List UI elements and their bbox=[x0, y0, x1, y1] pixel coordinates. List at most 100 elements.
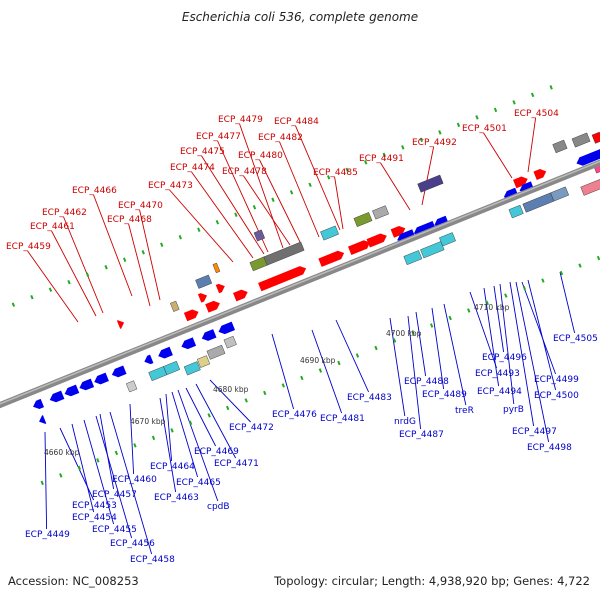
label-leader-bottom bbox=[431, 307, 445, 390]
gene-box bbox=[592, 153, 600, 174]
forward-gene-shape bbox=[183, 309, 199, 322]
reverse-gene-shape bbox=[158, 346, 173, 359]
gene-box-shape bbox=[196, 355, 211, 368]
tick-mark bbox=[178, 235, 182, 240]
tick-mark bbox=[244, 398, 248, 403]
gene-box bbox=[522, 192, 555, 213]
gene-label-top: ECP_4484 bbox=[274, 117, 319, 127]
gene-box bbox=[372, 205, 390, 220]
tick-mark bbox=[337, 360, 341, 366]
gene-box-shape bbox=[571, 132, 591, 148]
summary-text: Topology: circular; Length: 4,938,920 bp… bbox=[274, 574, 590, 588]
reverse-gene-shape bbox=[201, 329, 217, 341]
tick-mark bbox=[355, 353, 360, 358]
forward-gene-arrow bbox=[513, 176, 528, 189]
tick-mark bbox=[530, 92, 535, 98]
gene-label-top: ECP_4479 bbox=[218, 115, 263, 125]
tick-mark bbox=[559, 270, 564, 276]
forward-gene-arrow bbox=[366, 233, 387, 248]
label-leader-top bbox=[243, 175, 291, 246]
tick-mark bbox=[475, 115, 479, 120]
tick-mark bbox=[40, 480, 44, 486]
gene-box bbox=[148, 366, 168, 382]
label-leader-bottom bbox=[559, 271, 576, 334]
label-leader-top bbox=[239, 123, 284, 249]
label-leader-bottom bbox=[443, 303, 467, 406]
gene-box-shape bbox=[223, 335, 237, 349]
reverse-gene-shape bbox=[49, 390, 65, 403]
tick-mark bbox=[300, 375, 304, 381]
gene-box bbox=[439, 232, 456, 247]
tick-mark bbox=[252, 205, 257, 210]
label-leader-bottom bbox=[483, 287, 500, 387]
gene-labels: ECP_4459 ECP_4461 ECP_4462 ECP_4466 ECP_4468… bbox=[6, 109, 598, 565]
label-leader-bottom bbox=[209, 379, 251, 423]
reverse-gene-shape bbox=[218, 321, 236, 335]
scale-label: 4710 kbp bbox=[474, 303, 510, 312]
gene-label-top: ECP_4462 bbox=[42, 208, 87, 218]
label-leader-bottom bbox=[469, 291, 498, 369]
reverse-gene-shape bbox=[181, 337, 197, 350]
label-leader-bottom bbox=[335, 319, 370, 393]
label-leader-top bbox=[279, 141, 320, 238]
scale-label: 4700 kbp bbox=[386, 329, 422, 338]
reverse-gene-arrow bbox=[158, 346, 173, 359]
tick-mark bbox=[170, 428, 174, 433]
tick-mark bbox=[596, 255, 600, 261]
label-leader-top bbox=[421, 146, 435, 206]
reverse-gene-arrow bbox=[94, 372, 109, 385]
tick-mark bbox=[11, 302, 16, 307]
forward-gene-shape bbox=[366, 233, 387, 248]
reverse-gene-shape bbox=[94, 372, 109, 385]
label-leader-bottom bbox=[129, 403, 135, 475]
forward-gene-shape bbox=[258, 266, 307, 292]
gene-label-top: ECP_4477 bbox=[196, 132, 241, 142]
gene-box bbox=[183, 361, 201, 376]
gene-box bbox=[417, 174, 444, 193]
reverse-gene-arrow bbox=[33, 398, 45, 410]
tick-mark bbox=[485, 300, 489, 306]
gene-label-top: ECP_4492 bbox=[412, 138, 457, 148]
forward-gene-shape bbox=[233, 289, 248, 302]
forward-gene-shape bbox=[533, 169, 547, 181]
gene-box bbox=[125, 380, 138, 393]
forward-gene-shape bbox=[197, 293, 208, 303]
gene-box-shape bbox=[125, 380, 138, 393]
forward-gene-arrow bbox=[390, 225, 406, 238]
label-leader-top bbox=[380, 162, 411, 211]
gene-label-top: ECP_4491 bbox=[359, 154, 404, 164]
gene-label-bottom: ECP_4483 bbox=[347, 393, 392, 403]
label-leader-bottom bbox=[415, 311, 427, 377]
label-leader-bottom bbox=[527, 279, 557, 391]
gene-label-top: ECP_4473 bbox=[148, 181, 193, 191]
gene-label-top: ECP_4485 bbox=[313, 168, 358, 178]
gene-label-bottom: ECP_4464 bbox=[150, 462, 195, 472]
gene-box bbox=[508, 204, 524, 219]
gene-label-top: ECP_4480 bbox=[238, 151, 283, 161]
forward-gene-arrow bbox=[533, 169, 547, 181]
tick-mark bbox=[85, 272, 90, 277]
forward-gene-arrow bbox=[116, 320, 125, 329]
gene-box-shape bbox=[580, 175, 600, 196]
label-leader-bottom bbox=[499, 283, 515, 405]
forward-gene-arrow bbox=[258, 266, 307, 292]
reverse-gene-arrow bbox=[576, 148, 600, 166]
tick-mark bbox=[512, 100, 516, 105]
backbone-highlight bbox=[0, 160, 600, 405]
label-leader-top bbox=[483, 132, 513, 179]
gene-box-shape bbox=[592, 153, 600, 174]
tick-mark bbox=[345, 167, 349, 173]
gene-label-bottom: nrdG bbox=[394, 417, 416, 427]
gene-box-shape bbox=[263, 241, 305, 266]
scale-label: 4670 kbp bbox=[130, 417, 166, 426]
label-leader-top bbox=[527, 117, 537, 173]
tick-mark bbox=[392, 338, 397, 343]
label-leader-bottom bbox=[311, 329, 343, 414]
tick-mark bbox=[197, 227, 201, 232]
gene-box-shape bbox=[372, 205, 390, 220]
gene-box bbox=[163, 360, 181, 376]
gene-label-top: ECP_4501 bbox=[462, 124, 507, 134]
genome-backbone bbox=[0, 159, 600, 409]
gene-label-bottom: ECP_4494 bbox=[477, 387, 522, 397]
tick-mark bbox=[271, 197, 275, 203]
